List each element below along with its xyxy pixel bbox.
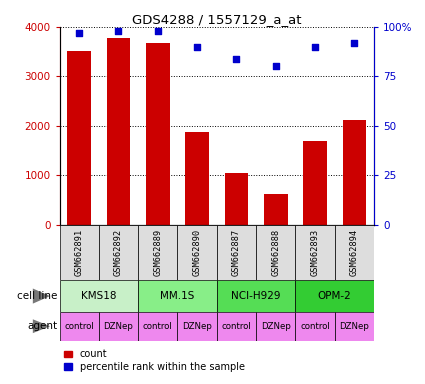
Bar [295,312,335,341]
Bar [67,51,91,225]
Point [115,28,122,34]
Point [154,28,161,34]
Point [272,63,279,70]
Bar [217,225,256,280]
Bar [335,312,374,341]
Text: control: control [221,322,251,331]
Bar [217,312,256,341]
Bar [256,225,295,280]
Point [76,30,82,36]
Bar [295,280,374,312]
Bar [138,225,178,280]
Bar [178,225,217,280]
Text: GSM662893: GSM662893 [311,229,320,276]
Polygon shape [33,288,50,304]
Bar [217,280,295,312]
Text: GSM662892: GSM662892 [114,229,123,276]
Legend: count, percentile rank within the sample: count, percentile rank within the sample [64,349,245,372]
Text: control: control [64,322,94,331]
Text: GSM662887: GSM662887 [232,229,241,276]
Bar [138,280,217,312]
Bar [295,225,335,280]
Text: DZNep: DZNep [261,322,291,331]
Bar [335,225,374,280]
Text: DZNep: DZNep [182,322,212,331]
Text: KMS18: KMS18 [81,291,116,301]
Text: agent: agent [27,321,57,331]
Text: GSM662890: GSM662890 [193,229,201,276]
Bar [60,225,99,280]
Bar [146,43,170,225]
Bar [185,132,209,225]
Bar [107,38,130,225]
Bar [60,280,138,312]
Bar [343,120,366,225]
Text: GSM662894: GSM662894 [350,229,359,276]
Text: DZNep: DZNep [104,322,133,331]
Text: GSM662888: GSM662888 [271,229,280,276]
Text: OPM-2: OPM-2 [318,291,351,301]
Point [351,40,358,46]
Bar [99,225,138,280]
Bar [256,312,295,341]
Text: GSM662889: GSM662889 [153,229,162,276]
Point [312,44,318,50]
Text: GSM662891: GSM662891 [75,229,84,276]
Bar [264,194,287,225]
Bar [138,312,178,341]
Text: cell line: cell line [17,291,57,301]
Title: GDS4288 / 1557129_a_at: GDS4288 / 1557129_a_at [132,13,301,26]
Point [194,44,201,50]
Polygon shape [33,319,50,333]
Bar [178,312,217,341]
Point [233,55,240,61]
Text: DZNep: DZNep [340,322,369,331]
Text: control: control [300,322,330,331]
Bar [99,312,138,341]
Text: NCI-H929: NCI-H929 [231,291,281,301]
Text: MM.1S: MM.1S [160,291,195,301]
Bar [303,141,327,225]
Bar [60,312,99,341]
Text: control: control [143,322,173,331]
Bar [224,173,248,225]
